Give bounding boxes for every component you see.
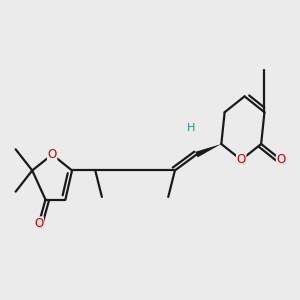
Text: O: O	[34, 217, 44, 230]
Text: O: O	[237, 153, 246, 167]
Polygon shape	[195, 144, 221, 157]
Text: O: O	[276, 153, 286, 167]
Text: O: O	[47, 148, 57, 161]
Text: H: H	[187, 123, 196, 133]
